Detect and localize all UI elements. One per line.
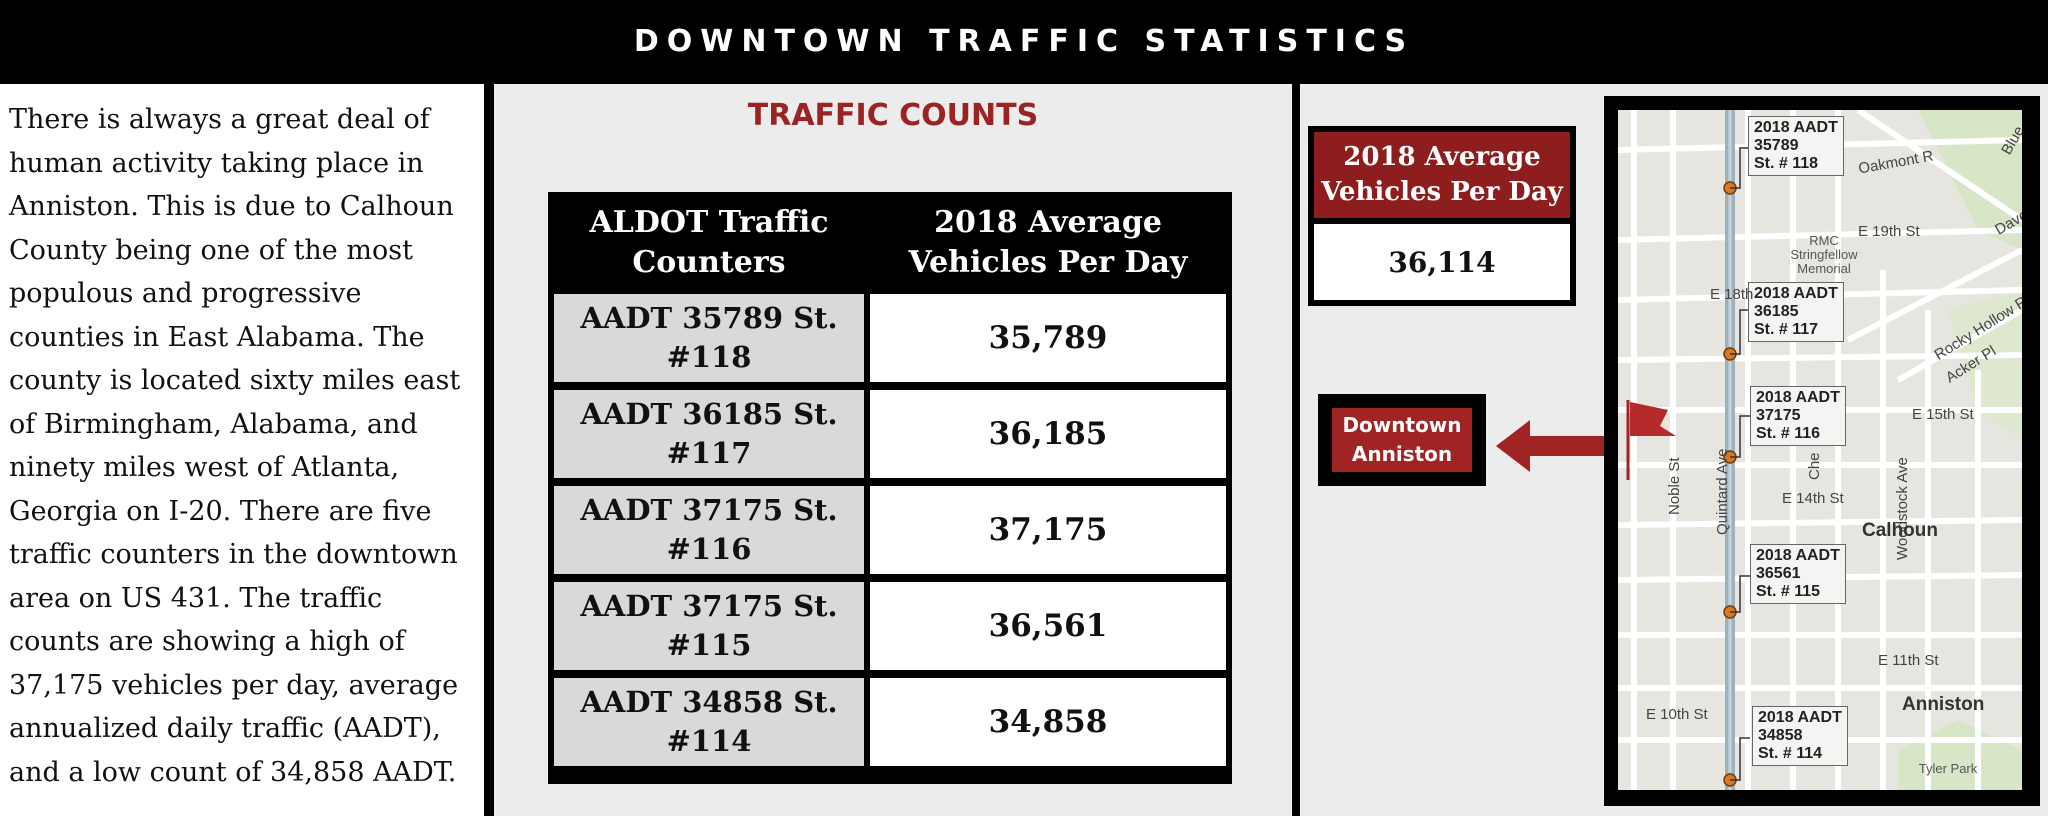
counter-cell: AADT 37175 St. #116 <box>554 486 864 574</box>
traffic-panel: TRAFFIC COUNTS ALDOT Traffic Counters 20… <box>494 84 1292 816</box>
arrow-left-icon <box>1496 420 1606 472</box>
callout-count: 35789 <box>1754 137 1799 154</box>
vehicles-cell: 36,185 <box>870 390 1226 478</box>
street-label: Noble St <box>1666 457 1683 515</box>
street-label: E 10th St <box>1646 706 1708 723</box>
table-row: AADT 37175 St. #115 36,561 <box>548 576 1232 672</box>
callout-year: 2018 AADT <box>1754 285 1838 302</box>
map-callout: 2018 AADT 35789 St. # 118 <box>1748 116 1844 176</box>
callout-station: St. # 115 <box>1756 583 1821 600</box>
map-callout: 2018 AADT 36561 St. # 115 <box>1750 544 1846 604</box>
vehicles-cell: 36,561 <box>870 582 1226 670</box>
callout-year: 2018 AADT <box>1756 547 1840 564</box>
street-label: E 19th St <box>1858 223 1920 240</box>
callout-count: 34858 <box>1758 727 1803 744</box>
callout-count: 36185 <box>1754 303 1799 320</box>
place-label: Tyler Park <box>1918 761 1978 776</box>
intro-text: There is always a great deal of human ac… <box>9 104 461 788</box>
counter-cell: AADT 35789 St. #118 <box>554 294 864 382</box>
column-header-counter: ALDOT Traffic Counters <box>589 205 829 280</box>
counter-cell: AADT 37175 St. #115 <box>554 582 864 670</box>
counter-cell: AADT 36185 St. #117 <box>554 390 864 478</box>
page-header: DOWNTOWN TRAFFIC STATISTICS <box>0 0 2048 82</box>
vehicles-cell: 35,789 <box>870 294 1226 382</box>
callout-year: 2018 AADT <box>1754 119 1838 136</box>
callout-year: 2018 AADT <box>1756 389 1840 406</box>
column-header-vehicles: 2018 Average Vehicles Per Day <box>908 205 1188 280</box>
street-label: E 11th St <box>1878 652 1939 669</box>
table-row: AADT 37175 St. #116 37,175 <box>548 480 1232 576</box>
place-label: Calhoun <box>1862 520 1938 541</box>
map-callout: 2018 AADT 34858 St. # 114 <box>1752 706 1848 766</box>
table-row: AADT 34858 St. #114 34,858 <box>548 672 1232 768</box>
map-callout: 2018 AADT 36185 St. # 117 <box>1748 282 1844 342</box>
callout-year: 2018 AADT <box>1758 709 1842 726</box>
callout-station: St. # 114 <box>1758 745 1823 762</box>
table-header: ALDOT Traffic Counters 2018 Average Vehi… <box>548 192 1232 294</box>
callout-count: 37175 <box>1756 407 1801 424</box>
callout-count: 36561 <box>1756 565 1801 582</box>
average-label: 2018 Average Vehicles Per Day <box>1314 132 1570 218</box>
place-label: RMC Stringfellow Memorial <box>1790 233 1858 276</box>
average-box: 2018 Average Vehicles Per Day 36,114 <box>1308 126 1576 306</box>
callout-station: St. # 118 <box>1754 155 1819 172</box>
traffic-title: TRAFFIC COUNTS <box>747 98 1039 133</box>
downtown-label: Downtown Anniston <box>1332 408 1472 472</box>
counter-cell: AADT 34858 St. #114 <box>554 678 864 766</box>
street-map[interactable]: 2018 AADT 35789 St. # 118 2018 AADT 3618… <box>1618 110 2022 790</box>
street-label: E 15th St <box>1912 406 1974 423</box>
page-title: DOWNTOWN TRAFFIC STATISTICS <box>633 23 1415 59</box>
callout-station: St. # 117 <box>1754 321 1819 338</box>
downtown-badge: Downtown Anniston <box>1318 394 1486 486</box>
table-row: AADT 35789 St. #118 35,789 <box>548 288 1232 384</box>
place-label: Anniston <box>1902 694 1985 715</box>
average-value: 36,114 <box>1314 224 1570 300</box>
table-row: AADT 36185 St. #117 36,185 <box>548 384 1232 480</box>
street-label: Che <box>1806 452 1823 480</box>
map-frame: 2018 AADT 35789 St. # 118 2018 AADT 3618… <box>1604 96 2040 806</box>
street-label: Woodstock Ave <box>1894 457 1911 560</box>
intro-panel: There is always a great deal of human ac… <box>0 84 484 816</box>
vehicles-cell: 34,858 <box>870 678 1226 766</box>
street-label: E 18th <box>1710 286 1754 303</box>
map-drawing <box>1618 110 2022 790</box>
map-panel: 2018 Average Vehicles Per Day 36,114 Dow… <box>1300 84 2048 816</box>
callout-station: St. # 116 <box>1756 425 1821 442</box>
traffic-table: ALDOT Traffic Counters 2018 Average Vehi… <box>548 192 1232 784</box>
vehicles-cell: 37,175 <box>870 486 1226 574</box>
map-callout: 2018 AADT 37175 St. # 116 <box>1750 386 1846 446</box>
street-label: E 14th St <box>1782 490 1844 507</box>
street-label: Quintard Ave <box>1714 448 1731 535</box>
